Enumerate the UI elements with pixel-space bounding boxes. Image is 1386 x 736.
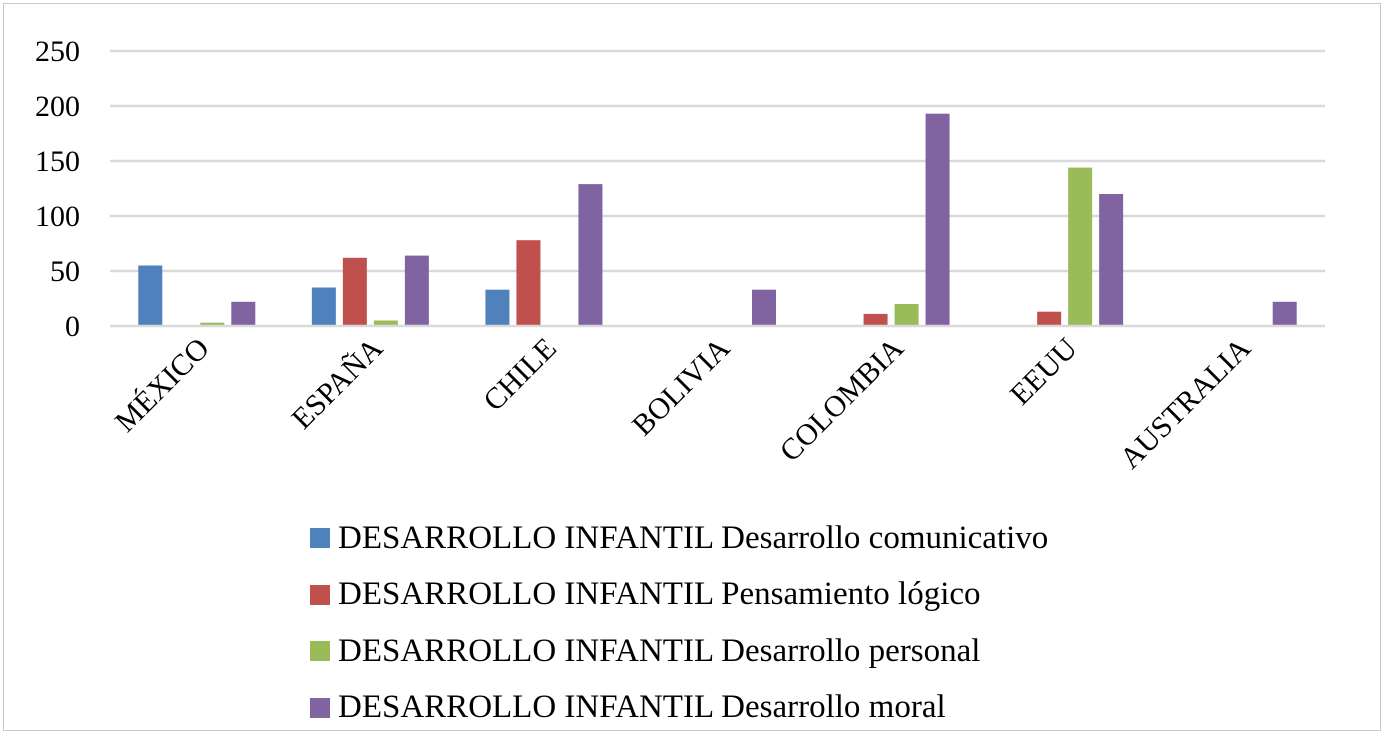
bar-1-1	[138, 265, 163, 326]
bar-2-3	[516, 240, 541, 326]
bar-4-5	[925, 113, 950, 326]
legend-item: DESARROLLO INFANTIL Desarrollo moral	[310, 680, 1310, 736]
bar-1-2	[311, 287, 336, 326]
y-tick-label: 200	[35, 90, 80, 123]
y-tick-label: 0	[65, 310, 80, 343]
bar-3-6	[1068, 167, 1093, 326]
bar-4-2	[404, 255, 429, 326]
legend-label: DESARROLLO INFANTIL Desarrollo personal	[338, 632, 981, 669]
legend: DESARROLLO INFANTIL Desarrollo comunicat…	[310, 510, 1310, 736]
legend-item: DESARROLLO INFANTIL Pensamiento lógico	[310, 567, 1310, 624]
bar-4-3	[578, 184, 603, 326]
bar-1-3	[485, 289, 510, 326]
gridlines	[110, 49, 1325, 273]
bar-4-4	[752, 289, 776, 326]
bar-2-5	[863, 313, 888, 326]
legend-label: DESARROLLO INFANTIL Pensamiento lógico	[338, 576, 981, 613]
y-tick-label: 150	[35, 145, 80, 178]
legend-item: DESARROLLO INFANTIL Desarrollo personal	[310, 623, 1310, 680]
x-axis-ticks: MÉXICO ESPAÑA CHILE BOLIVIA COLOMBIA EEUU AUST…	[109, 331, 1258, 475]
legend-label: DESARROLLO INFANTIL Desarrollo moral	[338, 689, 946, 726]
chart-frame	[3, 3, 1381, 731]
legend-swatch-pensamiento	[310, 584, 330, 605]
y-tick-label: 100	[35, 200, 80, 233]
x-tick-label: MÉXICO	[109, 332, 216, 439]
bar-3-2	[373, 320, 398, 326]
legend-swatch-moral	[310, 697, 330, 718]
x-tick-label: COLOMBIA	[774, 331, 911, 468]
x-tick-label: CHILE	[477, 332, 563, 418]
y-tick-label: 50	[50, 255, 80, 288]
x-tick-label: BOLIVIA	[626, 331, 737, 442]
legend-swatch-personal	[310, 641, 330, 662]
bar-4-7	[1272, 301, 1297, 326]
bar-2-2	[342, 257, 367, 326]
bar-4-6	[1099, 194, 1124, 326]
bar-4-1	[231, 301, 256, 326]
x-tick-label: ESPAÑA	[285, 331, 389, 435]
x-tick-label: EEUU	[1004, 331, 1084, 411]
x-tick-label: AUSTRALIA	[1114, 331, 1258, 475]
legend-swatch-comunicativo	[310, 528, 330, 549]
bar-2-6	[1037, 311, 1062, 326]
legend-label: DESARROLLO INFANTIL Desarrollo comunicat…	[338, 519, 1049, 556]
y-tick-label: 250	[35, 35, 80, 68]
bar-3-5	[894, 304, 919, 326]
bars	[138, 113, 1297, 326]
y-axis-ticks: 0 50 100 150 200 250	[35, 35, 80, 343]
legend-item: DESARROLLO INFANTIL Desarrollo comunicat…	[310, 510, 1310, 567]
bar-3-1	[200, 322, 225, 326]
